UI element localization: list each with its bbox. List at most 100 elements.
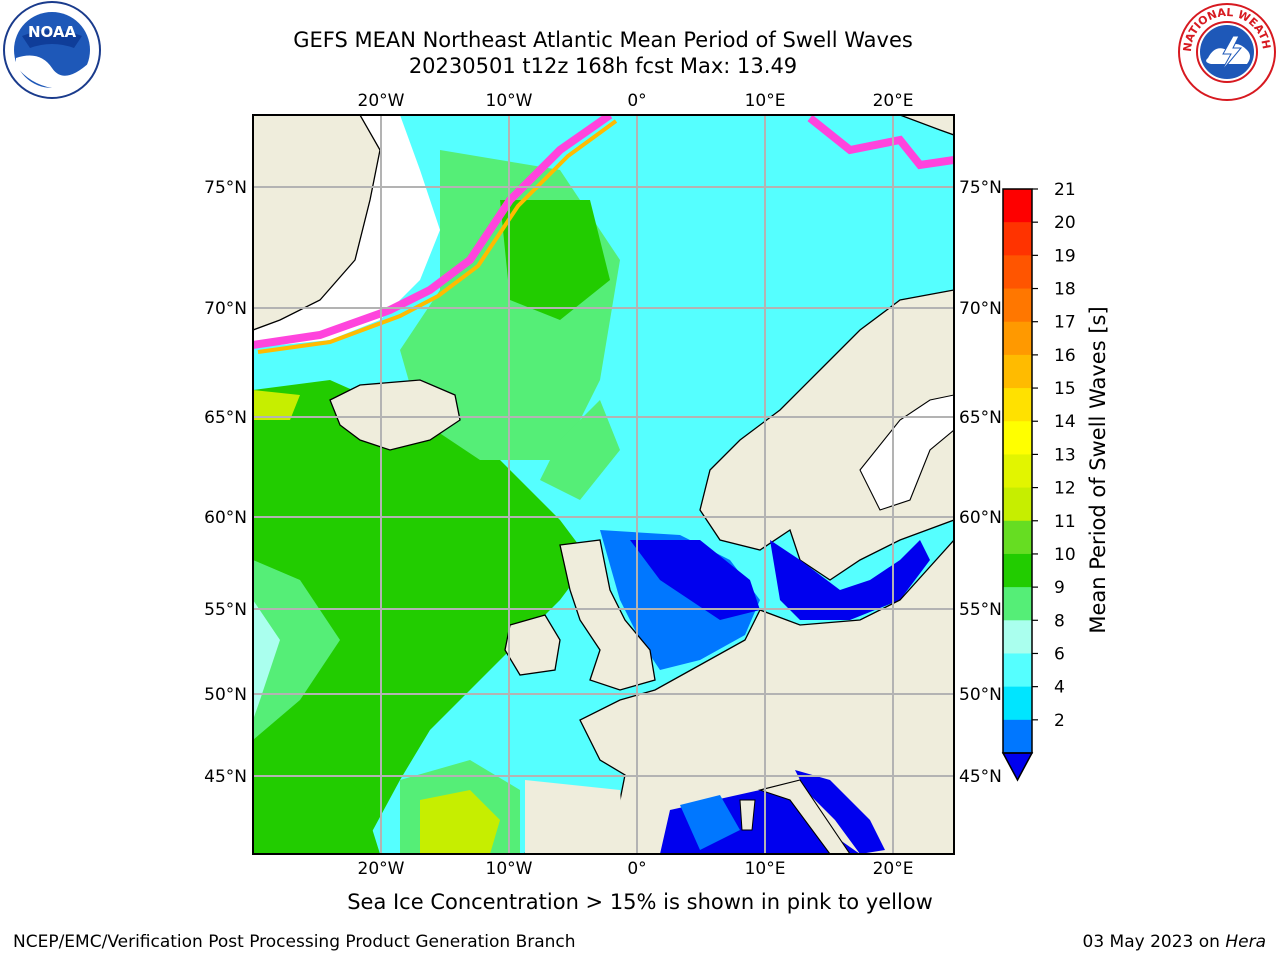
lat-tick-left-45n: 45°N [204,767,247,787]
colorbar-tick-label: 18 [1054,280,1076,300]
swell-region-paleblue-west [253,600,280,720]
colorbar-swatch [1003,189,1032,223]
italy-land [758,779,851,854]
lat-tick-right-65n: 65°N [959,408,1002,428]
lat-ticks-right: 75°N 70°N 65°N 60°N 55°N 50°N 45°N [959,178,1002,787]
ireland-land [504,614,561,676]
date-host: Hera [1225,932,1266,952]
colorbar-swatch [1003,553,1032,588]
colorbar-swatch [1003,388,1032,422]
lon-tick-top-10w: 10°W [486,91,533,111]
swell-region-yellowgreen-ice [253,390,300,420]
lon-ticks-top: 20°W 10°W 0° 10°E 20°E [358,91,914,111]
swell-region-green-north [500,200,610,320]
svalbard-land [840,115,954,136]
lat-tick-right-50n: 50°N [959,685,1002,705]
date-text: 03 May 2023 on Hera [1083,932,1267,952]
lon-tick-top-10e: 10°E [745,91,786,111]
lat-tick-left-70n: 70°N [204,299,247,319]
colorbar-swatch [1003,653,1032,688]
colorbar-tick-label: 12 [1054,479,1076,499]
lat-tick-right-60n: 60°N [959,508,1002,528]
colorbar-swatch [1003,487,1032,522]
colorbar-tick-label: 6 [1054,644,1065,664]
lat-tick-left-75n: 75°N [204,178,247,198]
lat-tick-right-70n: 70°N [959,299,1002,319]
swell-region-green-west [253,380,590,854]
lon-ticks-bottom: 20°W 10°W 0° 10°E 20°E [358,859,914,879]
lat-tick-left-60n: 60°N [204,508,247,528]
colorbar-tick-label: 20 [1054,213,1076,233]
swell-region-darkblue-baltic [770,540,930,620]
colorbar-swatch [1003,288,1032,323]
colorbar-tick-label: 2 [1054,711,1065,731]
lat-ticks-left: 75°N 70°N 65°N 60°N 55°N 50°N 45°N [204,178,247,787]
sea-ice-note: Sea Ice Concentration > 15% is shown in … [347,890,933,914]
colorbar-swatch [1003,587,1032,621]
lon-tick-bottom-0: 0° [627,859,646,879]
colorbar-swatch [1003,620,1032,654]
colorbar-swatch [1003,321,1032,356]
colorbar-tick-label: 9 [1054,578,1065,598]
colorbar-swatch [1003,421,1032,455]
corsica-land [739,799,756,831]
swell-region-darkblue-adriatic [795,770,885,854]
lon-tick-bottom-20w: 20°W [358,859,405,879]
lon-tick-top-20w: 20°W [358,91,405,111]
map-title: GEFS MEAN Northeast Atlantic Mean Period… [293,28,913,52]
colorbar-swatch [1003,520,1032,555]
swell-region-lightgreen-faroe [540,400,620,500]
map-area [253,115,954,854]
lat-tick-left-65n: 65°N [204,408,247,428]
colorbar-tick-label: 15 [1054,379,1076,399]
sea-ice-edge-svalbard [807,115,954,170]
colorbar-swatch [1003,222,1032,256]
nws-logo: NATIONAL WEATHER SERVICE [1171,0,1280,105]
colorbar-tick-label: 8 [1054,611,1065,631]
swell-region-blue-med [680,795,740,850]
iberia-land [525,780,625,854]
lat-tick-left-50n: 50°N [204,685,247,705]
sea-ice-edge-west [253,115,613,349]
greenland-land [253,115,381,331]
colorbar-swatch [1003,255,1032,290]
credit-text: NCEP/EMC/Verification Post Processing Pr… [13,932,576,952]
swell-region-green-sw [253,740,380,854]
lon-tick-bottom-10e: 10°E [745,859,786,879]
colorbar-tick-label: 16 [1054,346,1076,366]
noaa-logo: NOAA [0,0,105,105]
lon-tick-top-0: 0° [627,91,646,111]
map-subtitle: 20230501 t12z 168h fcst Max: 13.49 [408,54,798,78]
swell-region-yellowgreen-south [420,790,500,854]
colorbar-tick-label: 21 [1054,180,1076,200]
colorbar-swatch [1003,354,1032,389]
colorbar-frame [1002,188,1033,754]
colorbar-tick-label: 19 [1054,246,1076,266]
colorbar-swatch [1003,686,1032,721]
date-prefix: 03 May 2023 on [1082,932,1226,952]
lat-tick-right-55n: 55°N [959,600,1002,620]
colorbar-tick-label: 17 [1054,313,1076,333]
iceland-land [329,379,461,451]
colorbar-swatch [1003,454,1032,489]
colorbar-under-arrow [1001,752,1034,782]
lon-tick-bottom-20e: 20°E [873,859,914,879]
scandinavia-land [699,289,954,581]
lat-tick-right-45n: 45°N [959,767,1002,787]
map-frame [252,114,955,855]
colorbar-tick-label: 14 [1054,412,1076,432]
gulf-of-bothnia-ice [859,394,954,511]
colorbar-swatch [1003,719,1032,754]
swell-region-darkblue-northsea [630,540,760,620]
colorbar-tick-label: 10 [1054,545,1076,565]
colorbar: 21 20 19 18 17 16 15 14 13 12 11 10 9 8 6 4 2 [1001,180,1076,782]
map-gridlines [253,115,954,854]
colorbar-tick-label: 13 [1054,445,1076,465]
colorbar-tick-label: 4 [1054,678,1065,698]
colorbar-label: Mean Period of Swell Waves [s] [1086,306,1110,633]
colorbar-tick-label: 11 [1054,512,1076,532]
lat-tick-left-55n: 55°N [204,600,247,620]
lat-tick-right-75n: 75°N [959,178,1002,198]
lon-tick-top-20e: 20°E [873,91,914,111]
